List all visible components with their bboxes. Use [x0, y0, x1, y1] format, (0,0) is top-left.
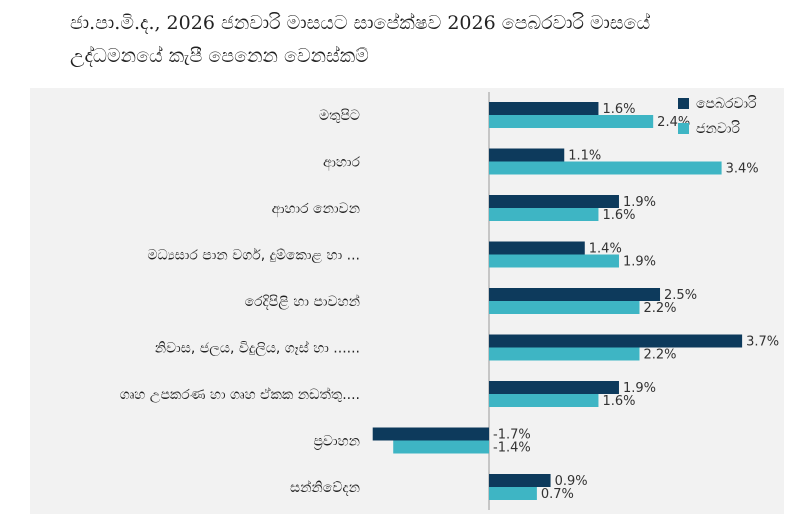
bar-february [489, 474, 551, 487]
chart-title-line-1: ජා.පා.මි.ද., 2026 ජනවාරි මාසයට සාපේක්ෂව … [70, 12, 651, 34]
bar-january [489, 347, 640, 361]
bar-january [393, 440, 489, 454]
bar-february [372, 427, 489, 441]
data-label: 1.9% [623, 255, 656, 270]
bar-february [489, 381, 619, 394]
bar-february [489, 102, 599, 115]
bar-january [489, 487, 537, 500]
category-label: ආහාර නොවන [272, 201, 360, 218]
bar-january [489, 208, 599, 221]
category-label: රෙදිපිළි හා පාවහන් [245, 294, 360, 310]
data-label: 0.9% [555, 474, 588, 489]
data-label: 1.6% [602, 208, 635, 223]
chart-title-line-2: උද්ධමනයේ කැපී පෙනෙන වෙනස්කම් [70, 45, 369, 67]
bar-january [489, 115, 654, 128]
data-label: 1.1% [568, 149, 601, 164]
bar-february [489, 241, 585, 255]
bar-february [489, 334, 743, 348]
bar-january [489, 161, 722, 175]
data-label: 2.5% [664, 288, 697, 303]
legend-label: පෙබරවාරි [696, 96, 757, 112]
bar-february [489, 288, 661, 301]
category-label: නිවාස, ජලය, විදුලිය, ගෑස් හා ...... [155, 340, 360, 356]
category-label: සන්නිවේදන [290, 480, 360, 496]
legend-swatch [678, 123, 689, 134]
data-label: 1.6% [602, 394, 635, 409]
bar-january [489, 301, 640, 314]
data-label: -1.7% [493, 428, 531, 443]
data-label: 2.2% [644, 301, 677, 316]
data-label: 3.7% [746, 335, 779, 350]
legend-label: ජනවාරි [696, 121, 741, 137]
bar-february [489, 195, 619, 208]
bar-january [489, 254, 619, 268]
data-label: -1.4% [493, 441, 531, 456]
category-label: ආහාර [323, 155, 361, 172]
bar-february [489, 148, 565, 162]
category-label: ප්‍රවාහන [313, 434, 360, 451]
data-label: 1.9% [623, 381, 656, 396]
data-label: 2.2% [644, 348, 677, 363]
category-label: මතුපිට [319, 108, 360, 124]
legend-swatch [678, 98, 689, 109]
data-label: 1.9% [623, 195, 656, 210]
category-label: ගෘහ උපකරණ හා ගෘහ ඒකක නඩත්තු.... [120, 387, 360, 403]
category-label: මධ්‍යසාර පාන වර්ග, දුම්කොළ හා ... [147, 248, 360, 264]
data-label: 1.6% [602, 102, 635, 117]
data-label: 3.4% [726, 162, 759, 177]
bar-january [489, 394, 599, 407]
data-label: 0.7% [541, 487, 574, 502]
data-label: 1.4% [589, 242, 622, 257]
